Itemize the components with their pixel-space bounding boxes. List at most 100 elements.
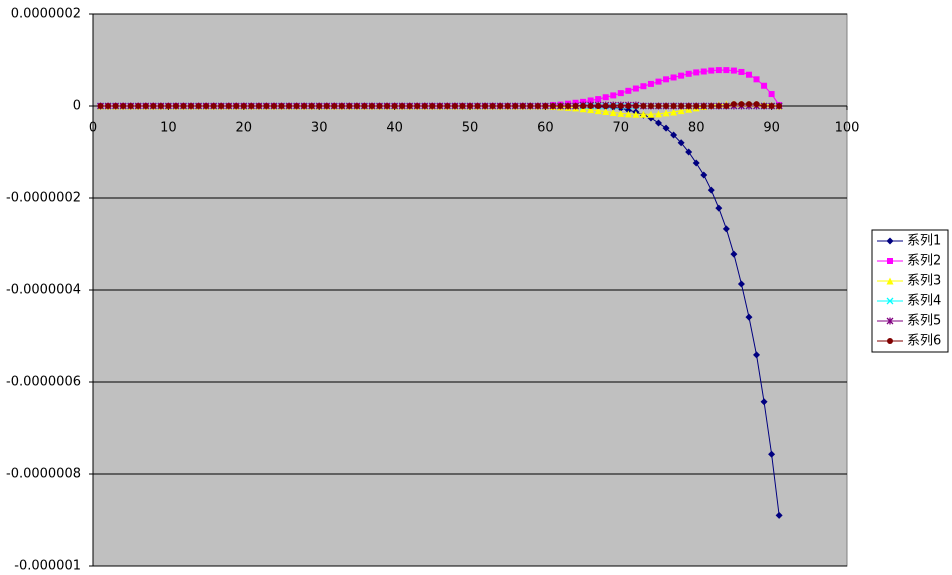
point: [142, 103, 149, 109]
x-tick-label: 100: [835, 121, 860, 136]
point: [610, 92, 617, 99]
point: [730, 101, 737, 108]
point: [602, 103, 609, 109]
point: [647, 80, 654, 87]
point: [678, 72, 685, 79]
y-tick-label: 0.0000002: [11, 7, 81, 22]
point: [482, 103, 489, 109]
point: [542, 103, 549, 109]
point: [157, 103, 164, 109]
point: [112, 103, 119, 109]
point: [737, 280, 745, 288]
point: [587, 106, 595, 114]
point: [331, 103, 338, 109]
point: [761, 82, 768, 89]
point: [602, 108, 610, 116]
point: [670, 74, 677, 81]
point: [436, 103, 443, 109]
point: [768, 91, 775, 98]
x-tick-label: 10: [160, 121, 177, 136]
point: [391, 103, 398, 109]
y-tick-label: -0.0000004: [6, 283, 81, 298]
point: [670, 108, 678, 116]
point: [707, 186, 715, 194]
legend-label: 系列6: [907, 334, 941, 349]
point: [738, 68, 745, 75]
x-tick-label: 80: [688, 121, 705, 136]
point: [670, 103, 677, 109]
legend-label: 系列2: [907, 254, 941, 269]
point: [240, 103, 247, 109]
point: [663, 76, 670, 83]
point: [678, 103, 685, 109]
point: [587, 103, 594, 109]
point: [632, 85, 639, 92]
point: [632, 103, 639, 109]
legend-marker: [887, 258, 893, 264]
point: [127, 103, 134, 109]
point: [745, 313, 753, 321]
point: [715, 67, 722, 74]
point: [346, 103, 353, 109]
point: [338, 103, 345, 109]
x-tick-label: 40: [386, 121, 403, 136]
point: [647, 103, 654, 109]
point: [595, 96, 602, 103]
point: [459, 103, 466, 109]
point: [172, 103, 179, 109]
legend-label: 系列5: [907, 314, 941, 329]
point: [745, 71, 752, 78]
point: [617, 90, 624, 97]
point: [444, 103, 451, 109]
x-tick-label: 50: [462, 121, 479, 136]
point: [474, 103, 481, 109]
point: [527, 103, 534, 109]
point: [165, 103, 172, 109]
point: [602, 94, 609, 101]
point: [594, 107, 602, 115]
point: [730, 67, 737, 74]
point: [270, 103, 277, 109]
point: [730, 250, 738, 258]
y-tick-label: -0.0000006: [6, 375, 81, 390]
x-tick-label: 0: [89, 121, 97, 136]
point: [647, 110, 655, 118]
y-tick-label: -0.0000008: [6, 467, 81, 482]
point: [421, 103, 428, 109]
point: [609, 108, 617, 116]
x-tick-label: 90: [763, 121, 780, 136]
point: [188, 103, 195, 109]
point: [625, 87, 632, 94]
point: [640, 83, 647, 90]
point: [761, 103, 768, 109]
point: [120, 103, 127, 109]
point: [662, 124, 670, 132]
point: [768, 103, 775, 109]
point: [708, 103, 715, 109]
point: [745, 101, 752, 108]
point: [353, 103, 360, 109]
legend-label: 系列3: [907, 274, 941, 289]
point: [693, 69, 700, 76]
y-tick-label: -0.000001: [14, 559, 81, 574]
point: [384, 103, 391, 109]
point: [368, 103, 375, 109]
point: [715, 103, 722, 109]
point: [624, 110, 632, 118]
legend-marker: [886, 297, 894, 305]
point: [105, 103, 112, 109]
point: [700, 103, 707, 109]
point: [429, 103, 436, 109]
point: [263, 103, 270, 109]
point: [489, 103, 496, 109]
point: [700, 171, 708, 179]
point: [753, 351, 761, 359]
point: [670, 131, 678, 139]
point: [723, 67, 730, 74]
point: [512, 103, 519, 109]
point: [248, 103, 255, 109]
point: [534, 103, 541, 109]
point: [677, 107, 685, 115]
point: [497, 103, 504, 109]
